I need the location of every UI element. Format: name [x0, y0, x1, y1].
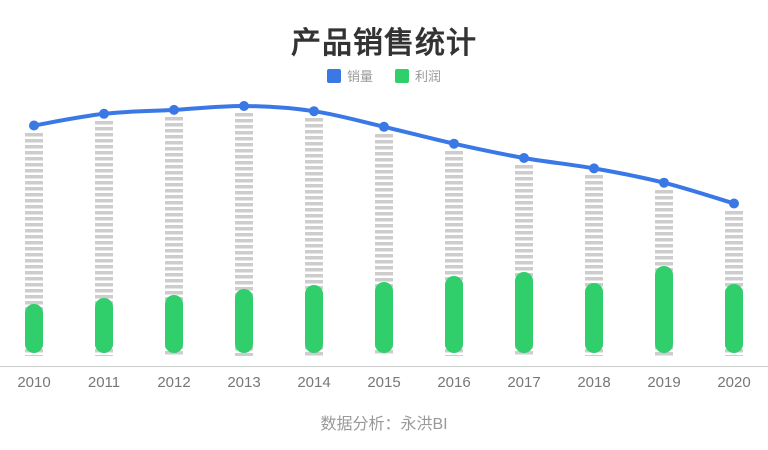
legend: 销量 利润: [0, 66, 768, 85]
profit-bar-2020[interactable]: [725, 284, 743, 353]
x-axis-label-2020: 2020: [717, 374, 751, 391]
x-axis-label-2015: 2015: [367, 374, 401, 391]
x-axis-label-2014: 2014: [297, 374, 331, 391]
x-axis-line: [0, 366, 768, 367]
profit-bar-2010[interactable]: [25, 303, 43, 353]
profit-legend-swatch-icon: [395, 68, 409, 83]
profit-bar-2012[interactable]: [165, 294, 183, 353]
dashed-column-2011: [95, 120, 113, 356]
x-axis-label-2011: 2011: [87, 374, 121, 391]
sales-dot-2011[interactable]: [99, 108, 109, 119]
sales-dot-2018[interactable]: [589, 163, 599, 174]
sales-dot-2010[interactable]: [29, 120, 39, 131]
x-axis-label-2018: 2018: [577, 374, 611, 391]
dashed-column-2010: [25, 132, 43, 356]
x-axis-label-2016: 2016: [437, 374, 471, 391]
profit-bar-2013[interactable]: [235, 289, 253, 353]
x-axis-label-2019: 2019: [647, 374, 681, 391]
x-axis-label-2012: 2012: [157, 374, 191, 391]
chart-title: 产品销售统计: [291, 27, 477, 60]
sales-dot-2014[interactable]: [309, 106, 319, 117]
profit-bar-2017[interactable]: [515, 272, 533, 353]
profit-bar-2019[interactable]: [655, 265, 673, 353]
sales-dot-2019[interactable]: [659, 177, 669, 188]
profit-bar-2011[interactable]: [95, 298, 113, 353]
profit-bar-2016[interactable]: [445, 276, 463, 353]
profit-bar-2014[interactable]: [305, 285, 323, 353]
sales-dot-2020[interactable]: [729, 198, 739, 209]
sales-legend-swatch-icon: [326, 68, 341, 83]
x-axis-label-2010: 2010: [17, 374, 51, 391]
profit-bar-2018[interactable]: [585, 282, 603, 353]
sales-dot-2016[interactable]: [449, 138, 459, 149]
x-axis-label-2013: 2013: [227, 374, 261, 391]
profit-bar-2015[interactable]: [375, 281, 393, 353]
sales-legend-label: 销量: [346, 69, 373, 84]
sales-dot-2013[interactable]: [239, 101, 249, 111]
sales-dot-2017[interactable]: [519, 153, 529, 163]
sales-dot-2015[interactable]: [379, 121, 389, 132]
sales-dot-2012[interactable]: [169, 104, 179, 115]
x-axis-label-2017: 2017: [507, 374, 541, 391]
legend-item-sales[interactable]: 销量: [326, 66, 373, 85]
profit-legend-label: 利润: [415, 69, 442, 84]
data-source-caption: 数据分析：永洪BI: [320, 416, 448, 433]
sales-line: [32, 103, 736, 206]
legend-item-profit[interactable]: 利润: [395, 66, 441, 85]
